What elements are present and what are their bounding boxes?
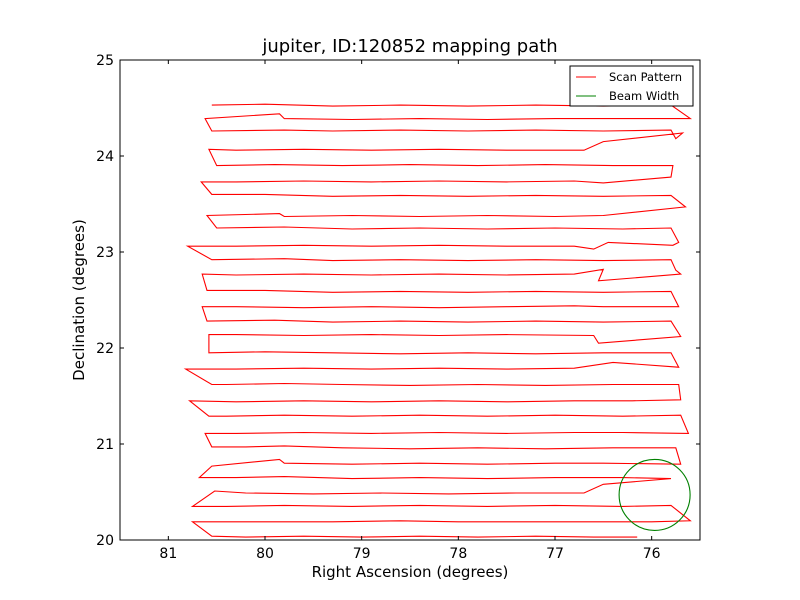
legend-label-beam-width: Beam Width bbox=[609, 89, 679, 103]
chart-title: jupiter, ID:120852 mapping path bbox=[261, 36, 557, 57]
legend-box bbox=[569, 65, 694, 107]
plot-frame bbox=[119, 59, 701, 541]
y-tick-label: 23 bbox=[96, 245, 114, 261]
x-tick-label: 80 bbox=[256, 546, 274, 562]
legend-label-scan-pattern: Scan Pattern bbox=[609, 70, 682, 84]
x-tick-label: 78 bbox=[449, 546, 467, 562]
x-tick-label: 77 bbox=[546, 546, 564, 562]
x-tick-label: 79 bbox=[353, 546, 371, 562]
x-axis-ticks: 81 80 79 78 77 76 bbox=[159, 60, 661, 562]
x-axis-label: Right Ascension (degrees) bbox=[312, 563, 509, 581]
y-axis-ticks: 20 21 22 23 24 25 bbox=[96, 53, 700, 549]
beam-width-circle bbox=[618, 458, 691, 531]
y-tick-label: 21 bbox=[96, 437, 114, 453]
scan-pattern-line bbox=[183, 103, 693, 538]
y-tick-label: 22 bbox=[96, 341, 114, 357]
y-axis-label: Declination (degrees) bbox=[70, 219, 88, 381]
legend: Scan Pattern Beam Width bbox=[569, 65, 694, 107]
y-tick-label: 20 bbox=[96, 533, 114, 549]
plot-area bbox=[183, 103, 693, 538]
y-tick-label: 24 bbox=[96, 149, 114, 165]
y-tick-label: 25 bbox=[96, 53, 114, 69]
x-tick-label: 76 bbox=[643, 546, 661, 562]
x-tick-label: 81 bbox=[159, 546, 177, 562]
